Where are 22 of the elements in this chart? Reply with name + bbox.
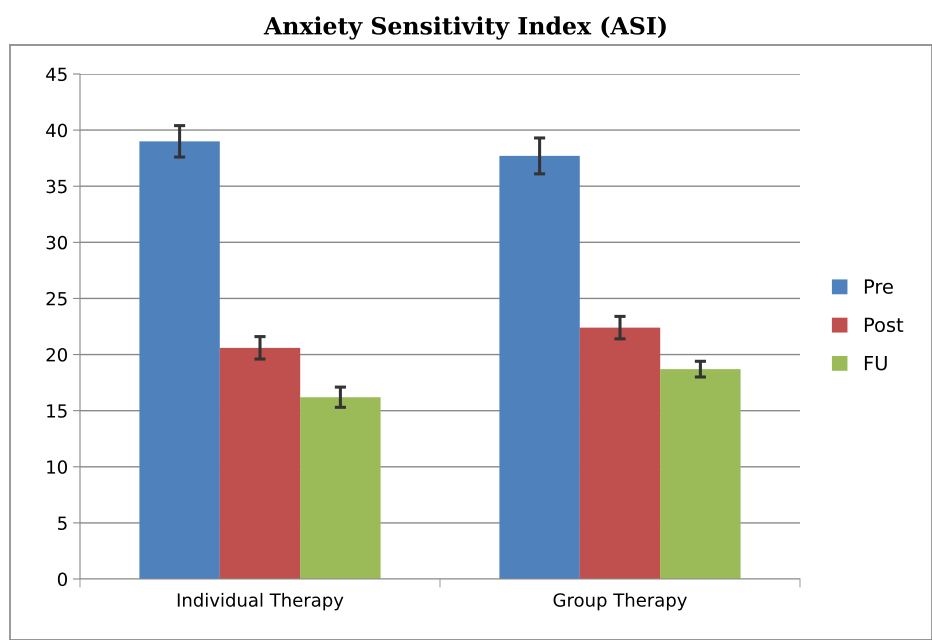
legend-label: Pre: [864, 279, 893, 294]
legend-label: Post: [864, 318, 904, 332]
bar: [139, 141, 220, 579]
y-tick-label: 10: [47, 460, 67, 474]
chart-title: Anxiety Sensitivity Index (ASI): [264, 16, 666, 40]
x-tick-label: Individual Therapy: [178, 592, 344, 610]
y-tick-label: 20: [46, 348, 67, 362]
y-tick-label: 25: [46, 292, 67, 306]
bar: [660, 369, 741, 579]
x-tick-label: Group Therapy: [554, 592, 687, 610]
y-tick-label: 15: [47, 404, 67, 418]
bar: [499, 156, 580, 579]
y-tick-label: 45: [46, 68, 67, 82]
y-tick-label: 30: [46, 236, 67, 250]
bar: [220, 348, 300, 579]
y-tick-label: 40: [46, 124, 67, 138]
bar: [580, 328, 660, 579]
y-tick-label: 0: [58, 572, 67, 586]
y-tick-label: 35: [46, 180, 67, 194]
legend-label: FU: [864, 356, 887, 370]
bar: [300, 397, 381, 579]
y-tick-label: 5: [58, 516, 67, 530]
